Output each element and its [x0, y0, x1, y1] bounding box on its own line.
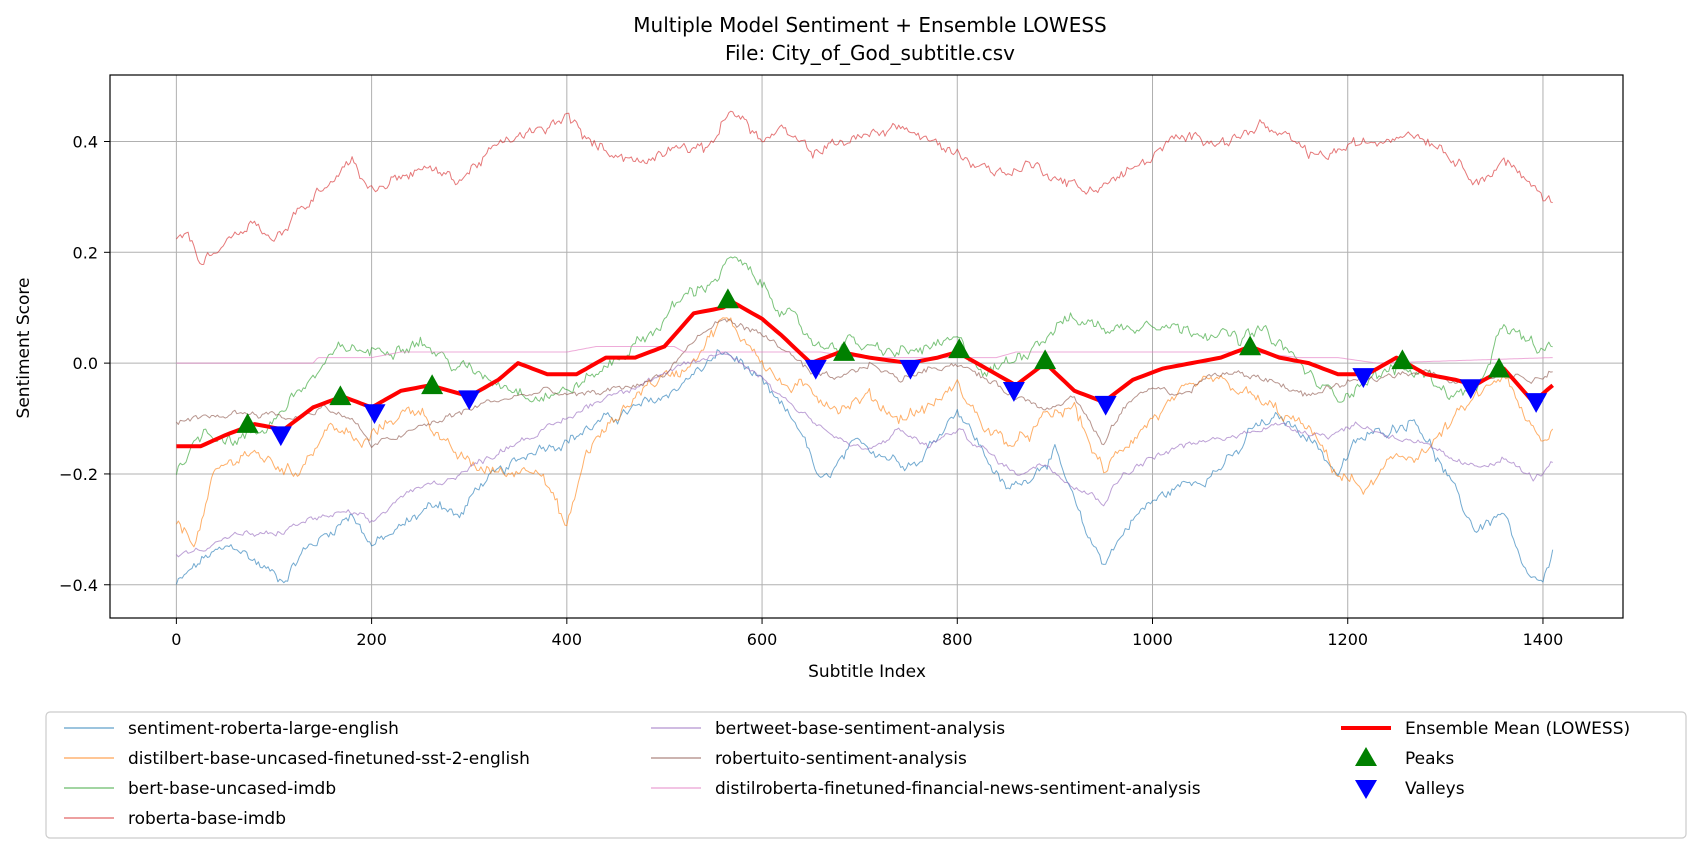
legend-item-peaks: Peaks: [1355, 747, 1454, 769]
y-axis-label: Sentiment Score: [14, 278, 34, 419]
valley-marker: [1094, 395, 1117, 416]
valley-marker: [458, 390, 481, 411]
legend-item-distilroberta-finetuned-financial-news-sentiment-analysis: distilroberta-finetuned-financial-news-s…: [651, 779, 1201, 799]
peak-valley-markers: [236, 288, 1548, 447]
peak-marker: [1488, 357, 1511, 378]
legend-label: Valleys: [1405, 779, 1465, 799]
valley-marker: [1002, 382, 1025, 402]
chart-title: Multiple Model Sentiment + Ensemble LOWE…: [633, 13, 1106, 37]
legend-item-robertuito-sentiment-analysis: robertuito-sentiment-analysis: [651, 749, 967, 769]
y-tick-label: 0.4: [73, 132, 98, 151]
valley-marker: [363, 404, 386, 424]
series-line-robertuito-sentiment-analysis: [175, 318, 1553, 448]
legend: sentiment-roberta-large-english distilber…: [45, 711, 1687, 839]
legend-label: bertweet-base-sentiment-analysis: [715, 719, 1005, 739]
series-lines: [175, 110, 1554, 585]
peak-marker: [421, 374, 444, 395]
x-tick-label: 0: [171, 630, 181, 649]
legend-item-sentiment-roberta-large-english: sentiment-roberta-large-english: [64, 719, 399, 739]
valley-marker: [1352, 368, 1375, 388]
y-tick-label: −0.4: [59, 576, 98, 595]
series-line-bert-base-uncased-imdb: [175, 256, 1553, 475]
y-tick-label: 0.0: [73, 354, 98, 373]
axis-ticks: 0 200 400 600 800 1000 1200 1400 −0.4 −0.2 0.0 0.2 0…: [59, 132, 1563, 649]
chart-subtitle: File: City_of_God_subtitle.csv: [725, 41, 1015, 65]
peak-marker: [329, 385, 352, 406]
peak-marker: [1391, 349, 1414, 370]
series-line-distilbert-base-uncased-finetuned-sst-2-english: [175, 317, 1554, 548]
legend-label: robertuito-sentiment-analysis: [715, 749, 967, 769]
legend-item-bertweet-base-sentiment-analysis: bertweet-base-sentiment-analysis: [651, 719, 1005, 739]
valley-marker: [804, 359, 827, 380]
peak-marker: [833, 341, 856, 361]
x-axis-label: Subtitle Index: [808, 662, 926, 682]
peak-marker: [1239, 335, 1262, 356]
x-tick-label: 800: [942, 630, 973, 649]
x-tick-label: 600: [747, 630, 778, 649]
legend-peaks-swatch: [1355, 747, 1377, 766]
legend-item-valleys: Valleys: [1355, 779, 1465, 799]
x-tick-label: 1400: [1523, 630, 1564, 649]
grid: [110, 75, 1623, 618]
series-line-sentiment-roberta-large-english: [175, 349, 1554, 585]
peak-marker: [716, 288, 739, 309]
legend-label: distilbert-base-uncased-finetuned-sst-2-…: [128, 749, 530, 769]
valley-marker: [269, 426, 292, 447]
x-tick-label: 200: [356, 630, 387, 649]
legend-label: roberta-base-imdb: [128, 809, 286, 829]
legend-valleys-swatch: [1355, 780, 1377, 799]
legend-label: bert-base-uncased-imdb: [128, 779, 336, 799]
y-tick-label: 0.2: [73, 243, 98, 262]
legend-item-distilbert-base-uncased-finetuned-sst-2-english: distilbert-base-uncased-finetuned-sst-2-…: [64, 749, 530, 769]
legend-item-roberta-base-imdb: roberta-base-imdb: [64, 809, 286, 829]
peak-marker: [948, 338, 971, 359]
plot-frame: [109, 74, 1624, 619]
valley-marker: [1459, 379, 1482, 400]
series-line-roberta-base-imdb: [176, 110, 1553, 265]
y-tick-label: −0.2: [59, 465, 98, 484]
valley-marker: [899, 359, 922, 380]
legend-item-bert-base-uncased-imdb: bert-base-uncased-imdb: [64, 779, 336, 799]
x-tick-label: 1200: [1327, 630, 1368, 649]
legend-label: Peaks: [1405, 749, 1454, 769]
peak-marker: [1034, 349, 1057, 370]
series-line-ensemble-mean-lowess: [176, 300, 1554, 449]
legend-item-ensemble-mean-lowess: Ensemble Mean (LOWESS): [1341, 719, 1630, 739]
series-line-bertweet-base-sentiment-analysis: [176, 352, 1553, 558]
peak-marker: [236, 413, 259, 433]
x-tick-label: 1000: [1132, 630, 1173, 649]
legend-label: Ensemble Mean (LOWESS): [1405, 719, 1630, 739]
legend-frame: [45, 711, 1687, 839]
valley-marker: [1525, 393, 1548, 413]
legend-label: distilroberta-finetuned-financial-news-s…: [715, 779, 1201, 799]
x-tick-label: 400: [552, 630, 583, 649]
legend-label: sentiment-roberta-large-english: [128, 719, 399, 739]
